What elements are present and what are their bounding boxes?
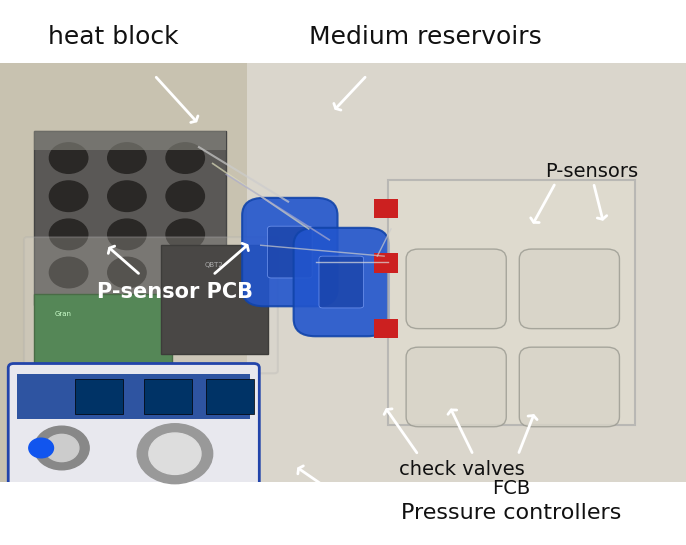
Text: FCB: FCB: [493, 480, 531, 498]
Circle shape: [49, 219, 88, 250]
Bar: [34, 131, 226, 305]
Text: Pressure controllers: Pressure controllers: [401, 504, 622, 523]
FancyBboxPatch shape: [294, 228, 389, 336]
Circle shape: [149, 433, 201, 474]
Bar: [388, 180, 635, 425]
FancyBboxPatch shape: [519, 347, 619, 427]
Circle shape: [166, 181, 204, 211]
Circle shape: [45, 434, 79, 462]
Circle shape: [108, 181, 146, 211]
Circle shape: [49, 143, 88, 173]
Bar: [0, 63, 686, 493]
Bar: [0, 0, 686, 52]
FancyBboxPatch shape: [268, 226, 312, 278]
Circle shape: [108, 219, 146, 250]
Text: heat block: heat block: [48, 25, 178, 49]
Circle shape: [166, 143, 204, 173]
Text: QBT2: QBT2: [205, 262, 224, 268]
Bar: [374, 199, 398, 218]
FancyBboxPatch shape: [319, 256, 364, 308]
Bar: [17, 374, 250, 420]
Text: P-sensors: P-sensors: [545, 162, 639, 181]
FancyBboxPatch shape: [519, 249, 619, 329]
Bar: [206, 379, 254, 414]
Circle shape: [108, 143, 146, 173]
Circle shape: [49, 257, 88, 288]
Circle shape: [49, 181, 88, 211]
Bar: [0, 482, 686, 545]
Circle shape: [166, 257, 204, 288]
Text: P-sensor PCB: P-sensor PCB: [97, 282, 253, 301]
FancyBboxPatch shape: [8, 364, 259, 487]
Bar: [374, 319, 398, 338]
Text: Medium reservoirs: Medium reservoirs: [309, 25, 542, 49]
Circle shape: [108, 257, 146, 288]
Bar: [75, 379, 123, 414]
Circle shape: [137, 424, 213, 484]
Bar: [34, 294, 172, 365]
Circle shape: [34, 426, 89, 470]
Bar: [374, 253, 398, 272]
FancyBboxPatch shape: [406, 249, 506, 329]
Bar: [34, 131, 226, 150]
Circle shape: [29, 438, 54, 458]
Bar: [144, 379, 192, 414]
Text: Gran: Gran: [55, 311, 72, 317]
FancyBboxPatch shape: [406, 347, 506, 427]
Bar: [247, 63, 686, 482]
FancyBboxPatch shape: [24, 237, 278, 373]
Text: check valves: check valves: [399, 461, 525, 479]
Bar: [161, 245, 268, 354]
Circle shape: [166, 219, 204, 250]
FancyBboxPatch shape: [242, 198, 338, 306]
